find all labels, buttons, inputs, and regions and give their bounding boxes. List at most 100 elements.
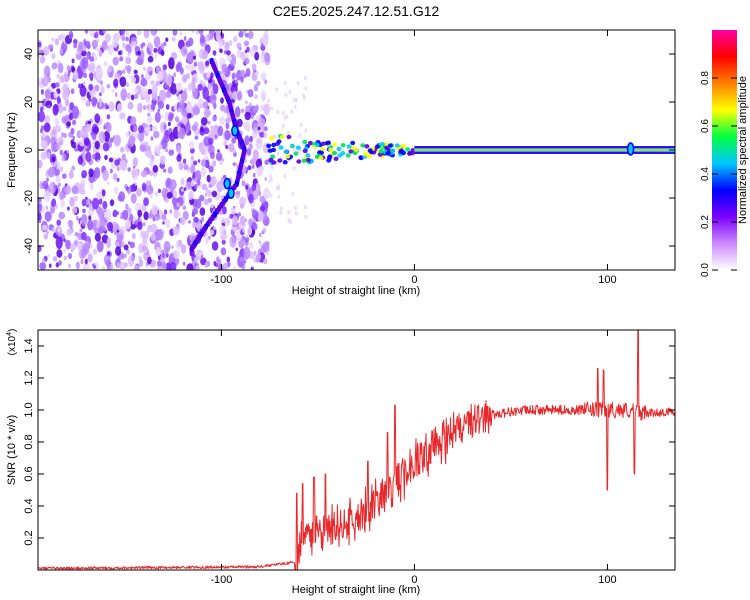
noise-blob [117,72,120,78]
noise-blob [102,265,105,270]
transition-blob [362,151,368,157]
noise-blob [137,50,141,56]
noise-blob [191,84,197,93]
noise-blob [194,135,199,140]
noise-blob [108,157,114,163]
colorbar-tick-label: 0.8 [700,71,711,85]
noise-blob [150,223,158,233]
noise-blob [215,31,221,41]
spectrogram-y-tick-label: 0 [23,147,35,153]
noise-blob [51,62,58,70]
noise-blob [91,263,95,268]
noise-blob [176,202,180,208]
noise-blob [142,236,148,245]
noise-blob [142,222,146,227]
noise-blob [172,30,178,36]
noise-blob [193,216,199,223]
noise-blob [54,82,60,88]
noise-blob [119,76,127,88]
noise-blob [160,42,165,50]
noise-blob [102,200,108,210]
noise-blob [43,122,51,133]
noise-blob [120,160,128,171]
transition-blob [278,145,284,150]
snr-y-axis: 0.2 0.4 0.6 0.8 1.0 1.2 1.4 [23,338,675,546]
noise-blob [102,169,109,181]
noise-blob [88,83,94,91]
colorbar-tick-label: 0.2 [700,215,711,229]
noise-blob [263,132,268,138]
noise-blob [101,189,106,197]
noise-blob [98,198,103,205]
noise-blob [255,136,263,150]
noise-blob [82,243,90,253]
noise-blob [59,166,64,173]
spectrogram-x-axis: -100 0 100 [210,30,617,286]
noise-blob [210,72,214,79]
noise-blob [103,125,106,130]
noise-blob [137,30,142,36]
snr-x-tick-label: 0 [411,574,417,586]
noise-blob [114,92,118,97]
noise-blob [59,149,63,156]
noise-blob [294,211,298,216]
noise-blob [60,33,66,42]
noise-blob [194,170,202,180]
noise-blob [160,50,165,56]
transition-blob [277,158,283,163]
noise-blob [53,90,58,99]
noise-blob [70,127,75,135]
noise-blob [150,103,156,111]
noise-blob [131,169,137,178]
noise-blob [114,159,120,166]
transition-blob [314,142,320,147]
noise-blob [240,256,244,263]
noise-blob [244,135,250,146]
noise-blob [85,40,91,49]
noise-blob [107,65,112,73]
noise-blob [147,150,153,158]
noise-blob [132,233,136,240]
noise-blob [168,57,175,70]
noise-blob [150,30,158,36]
noise-blob [221,239,226,245]
noise-blob [219,225,226,237]
noise-blob [259,131,265,138]
noise-blob [45,205,49,211]
transition-blob [283,149,289,154]
noise-blob [166,191,173,199]
noise-blob [126,82,129,87]
noise-blob [118,191,126,202]
noise-blob [244,111,251,121]
noise-blob [204,231,208,237]
noise-blob [113,78,119,87]
noise-blob [263,211,266,215]
transition-blob [405,147,411,152]
noise-blob [299,122,303,127]
noise-blob [276,151,280,156]
noise-blob [199,194,205,202]
noise-blob [103,130,111,143]
transition-blob [307,140,313,146]
noise-blob [106,237,112,245]
noise-blob [204,192,207,197]
noise-blob [184,77,187,82]
noise-blob [165,104,170,110]
noise-blob [208,235,211,240]
noise-blob [59,190,65,201]
noise-blob [187,169,190,173]
noise-blob [40,139,49,150]
noise-blob [243,57,250,65]
noise-blob [50,208,55,214]
noise-blob [295,98,299,103]
noise-blob [99,80,104,86]
noise-blob [219,116,225,126]
noise-blob [126,65,132,74]
noise-blob [192,76,197,82]
noise-blob [42,259,46,263]
noise-blob [267,98,271,104]
noise-blob [206,174,211,183]
noise-blob [167,121,171,127]
noise-blob [109,199,115,207]
noise-blob [287,210,291,215]
